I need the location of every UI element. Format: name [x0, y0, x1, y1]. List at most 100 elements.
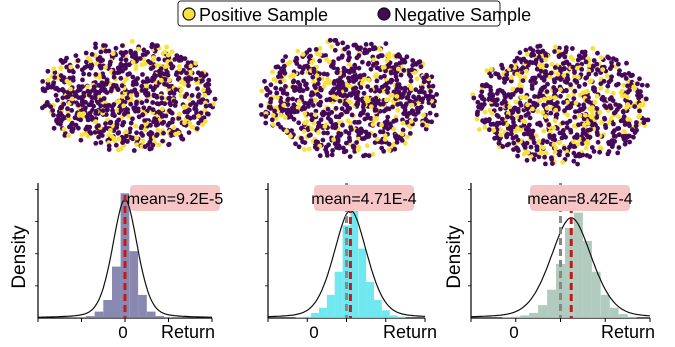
scatter-point-positive	[606, 120, 612, 125]
scatter-point-positive	[549, 61, 555, 67]
scatter-point-negative	[611, 110, 617, 116]
scatter-point-positive	[167, 77, 172, 83]
histogram-bar	[112, 266, 121, 318]
scatter-point-negative	[368, 87, 374, 93]
scatter-point-negative	[67, 68, 72, 74]
scatter-point-negative	[557, 45, 562, 51]
scatter-point-positive	[120, 94, 125, 99]
scatter-point-negative	[52, 75, 58, 80]
scatter-point-negative	[518, 102, 524, 108]
scatter-point-positive	[552, 95, 558, 101]
scatter-point-positive	[586, 63, 592, 68]
scatter-point-negative	[475, 99, 481, 105]
scatter-point-negative	[268, 96, 274, 102]
scatter-point-negative	[398, 136, 404, 142]
scatter-point-negative	[488, 73, 494, 79]
scatter-point-negative	[191, 114, 197, 119]
scatter-point-negative	[313, 139, 319, 145]
scatter-point-positive	[379, 122, 384, 128]
scatter-point-negative	[108, 59, 113, 65]
scatter-point-negative	[606, 149, 612, 154]
scatter-point-negative	[65, 113, 71, 118]
scatter-point-negative	[395, 82, 400, 88]
histogram-bar	[389, 315, 398, 318]
scatter-point-negative	[140, 112, 146, 118]
scatter-point-negative	[338, 112, 344, 118]
scatter-point-positive	[176, 111, 182, 117]
scatter-point-positive	[177, 66, 183, 72]
scatter-point-negative	[578, 55, 584, 61]
scatter-point-negative	[365, 112, 370, 118]
scatter-point-positive	[313, 97, 318, 103]
scatter-point-positive	[109, 133, 114, 139]
scatter-point-positive	[547, 74, 553, 80]
scatter-point-negative	[383, 107, 389, 112]
scatter-point-negative	[118, 57, 124, 62]
scatter-point-negative	[552, 65, 558, 70]
scatter-point-positive	[187, 121, 193, 126]
scatter-point-negative	[343, 101, 348, 107]
scatter-point-negative	[535, 94, 541, 99]
scatter-point-negative	[374, 78, 380, 84]
scatter-point-negative	[115, 65, 121, 71]
scatter-point-positive	[400, 120, 406, 126]
scatter-point-negative	[190, 100, 196, 105]
scatter-point-negative	[494, 112, 500, 118]
scatter-point-negative	[544, 139, 550, 145]
scatter-point-negative	[616, 61, 621, 67]
scatter-point-negative	[84, 63, 90, 69]
scatter-point-negative	[361, 72, 367, 78]
scatter-point-negative	[356, 131, 362, 137]
scatter-point-negative	[45, 68, 51, 74]
scatter-point-positive	[366, 77, 372, 83]
scatter-point-positive	[537, 98, 542, 104]
scatter-point-positive	[575, 141, 581, 147]
scatter-point-negative	[421, 79, 427, 85]
scatter-point-negative	[508, 63, 514, 69]
scatter-point-positive	[552, 149, 558, 155]
scatter-point-negative	[404, 119, 410, 125]
histogram-panel-1: Density Return 0 mean=9.2E-5	[9, 183, 223, 342]
scatter-point-positive	[158, 77, 164, 83]
scatter-point-negative	[51, 80, 57, 85]
scatter-point-positive	[566, 93, 571, 99]
scatter-point-positive	[536, 139, 542, 144]
scatter-point-negative	[59, 105, 64, 111]
scatter-point-negative	[93, 45, 98, 50]
scatter-point-negative	[500, 121, 506, 126]
histogram-bar	[334, 271, 343, 318]
histogram-bar	[397, 316, 406, 318]
scatter-point-negative	[141, 47, 147, 53]
scatter-point-negative	[121, 111, 127, 117]
scatter-point-negative	[337, 91, 342, 96]
scatter-point-positive	[510, 86, 516, 92]
scatter-point-positive	[116, 99, 122, 104]
scatter-point-negative	[602, 116, 608, 122]
scatter-point-negative	[75, 58, 81, 63]
scatter-point-negative	[195, 94, 201, 99]
scatter-point-negative	[543, 161, 548, 167]
scatter-point-positive	[476, 127, 482, 132]
scatter-point-negative	[536, 73, 542, 78]
scatter-point-negative	[48, 104, 54, 110]
scatter-point-negative	[259, 112, 264, 117]
scatter-point-positive	[110, 51, 116, 56]
scatter-point-positive	[331, 137, 337, 142]
scatter-point-positive	[408, 119, 414, 124]
scatter-point-negative	[77, 87, 83, 93]
scatter-point-negative	[591, 58, 597, 63]
scatter-point-negative	[529, 83, 535, 88]
scatter-point-negative	[586, 71, 592, 77]
scatter-point-negative	[526, 127, 531, 132]
scatter-point-negative	[548, 110, 554, 116]
scatter-point-negative	[106, 147, 112, 152]
scatter-point-negative	[320, 137, 326, 143]
scatter-point-positive	[284, 128, 289, 134]
scatter-point-negative	[476, 104, 481, 110]
scatter-point-positive	[142, 127, 148, 133]
scatter-point-negative	[633, 123, 639, 129]
scatter-point-positive	[77, 111, 82, 117]
scatter-point-positive	[589, 114, 595, 120]
scatter-point-negative	[410, 62, 416, 68]
scatter-point-negative	[368, 116, 374, 121]
